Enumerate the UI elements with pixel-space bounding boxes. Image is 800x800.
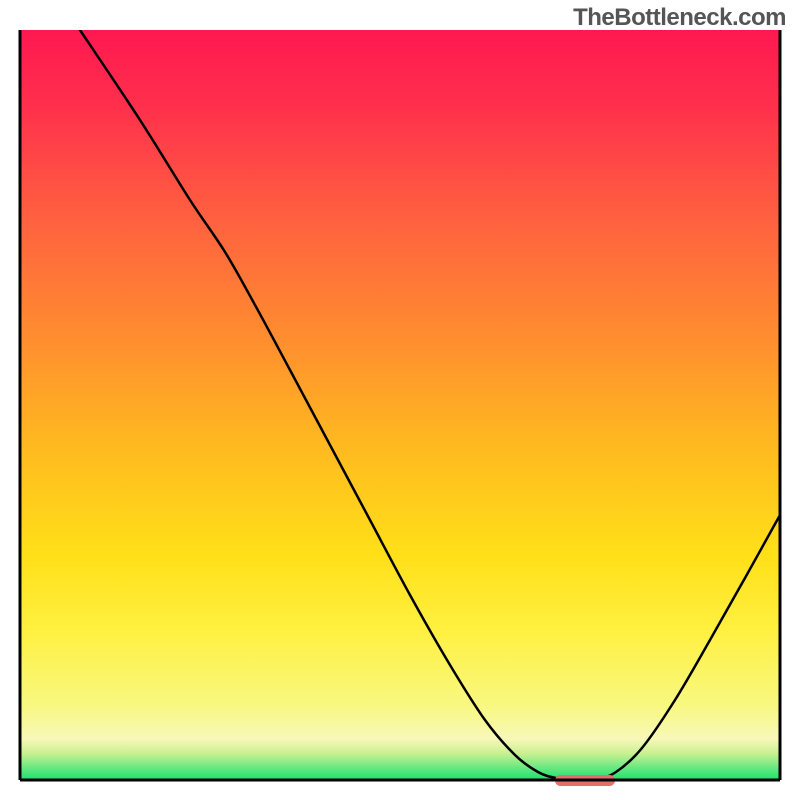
plot-background (20, 30, 780, 780)
chart-container: TheBottleneck.com (0, 0, 800, 800)
watermark-text: TheBottleneck.com (573, 4, 786, 32)
bottleneck-chart (0, 0, 800, 800)
